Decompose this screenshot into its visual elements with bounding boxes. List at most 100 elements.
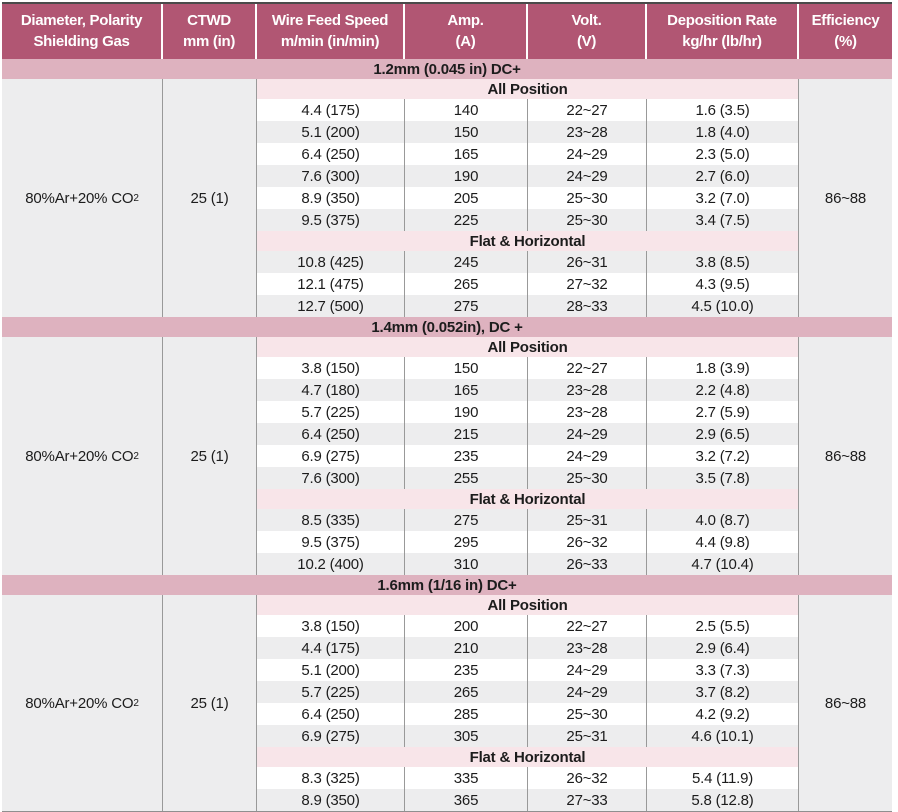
volt-cell: 24~29 (528, 659, 647, 681)
volt-cell: 26~32 (528, 767, 647, 789)
deposition-rate-cell: 3.4 (7.5) (695, 211, 750, 229)
deposition-rate-cell: 1.8 (3.9) (695, 359, 750, 377)
parameters-grid: All Position 4.4 (175) 140 22~27 1.6 (3.5) 5.… (257, 79, 799, 317)
header-cell-5: Volt. (V) (528, 4, 647, 59)
header-cell-1: Diameter, Polarity Shielding Gas (2, 4, 163, 59)
deposition-rate-cell: 2.7 (5.9) (695, 403, 750, 421)
wire-feed-speed-cell: 6.9 (275) (257, 725, 405, 747)
shielding-gas-text: 80%Ar+20% CO (25, 447, 134, 465)
volt-cell: 23~28 (528, 121, 647, 143)
volt-cell: 26~31 (528, 251, 647, 273)
wire-feed-speed-cell: 10.8 (425) (257, 251, 405, 273)
header-line2: m/min (in/min) (280, 32, 380, 50)
header-cell-3: Wire Feed Speed m/min (in/min) (257, 4, 405, 59)
header-line1: Amp. (447, 12, 484, 30)
data-row: 4.4 (175) 140 22~27 1.6 (3.5) (257, 99, 798, 121)
volt-cell: 22~27 (528, 357, 647, 379)
amp-cell: 205 (405, 187, 528, 209)
wire-feed-speed-cell: 3.8 (150) (257, 615, 405, 637)
section-title-band: 1.6mm (1/16 in) DC+ (2, 575, 892, 595)
amp-cell: 200 (405, 615, 528, 637)
data-row: 7.6 (300) 190 24~29 2.7 (6.0) (257, 165, 798, 187)
header-cell-6: Deposition Rate kg/hr (lb/hr) (647, 4, 799, 59)
data-row: 9.5 (375) 295 26~32 4.4 (9.8) (257, 531, 798, 553)
header-line2: Shielding Gas (33, 32, 130, 50)
shielding-gas-cell: 80%Ar+20% CO 2 (2, 595, 163, 811)
header-cell-4: Amp. (A) (405, 4, 528, 59)
volt-cell: 25~31 (528, 725, 647, 747)
data-row: 8.5 (335) 275 25~31 4.0 (8.7) (257, 509, 798, 531)
shielding-gas-text: 80%Ar+20% CO (25, 694, 134, 712)
wire-feed-speed-cell: 4.4 (175) (257, 99, 405, 121)
shielding-gas-text: 80%Ar+20% CO (25, 189, 134, 207)
parameters-grid: All Position 3.8 (150) 200 22~27 2.5 (5.5) 4.… (257, 595, 799, 811)
deposition-rate-cell: 5.4 (11.9) (691, 769, 754, 787)
wire-feed-speed-cell: 9.5 (375) (257, 531, 405, 553)
data-row: 9.5 (375) 225 25~30 3.4 (7.5) (257, 209, 798, 231)
amp-cell: 190 (405, 165, 528, 187)
wire-feed-speed-cell: 3.8 (150) (257, 357, 405, 379)
deposition-rate-cell: 4.7 (10.4) (691, 555, 754, 573)
data-row: 6.4 (250) 165 24~29 2.3 (5.0) (257, 143, 798, 165)
volt-cell: 24~29 (528, 681, 647, 703)
amp-cell: 165 (405, 143, 528, 165)
data-row: 5.7 (225) 265 24~29 3.7 (8.2) (257, 681, 798, 703)
shielding-gas-cell: 80%Ar+20% CO 2 (2, 79, 163, 317)
header-line2: (%) (834, 32, 857, 50)
amp-cell: 255 (405, 467, 528, 489)
wire-feed-speed-cell: 8.5 (335) (257, 509, 405, 531)
amp-cell: 225 (405, 209, 528, 231)
data-row: 8.9 (350) 365 27~33 5.8 (12.8) (257, 789, 798, 811)
deposition-rate-cell: 4.3 (9.5) (695, 275, 750, 293)
position-subheader: Flat & Horizontal (257, 231, 798, 251)
data-row: 6.9 (275) 305 25~31 4.6 (10.1) (257, 725, 798, 747)
section-body-3: 80%Ar+20% CO 2 25 (1) All Position 3.8 (150)… (2, 595, 892, 811)
amp-cell: 190 (405, 401, 528, 423)
volt-cell: 22~27 (528, 615, 647, 637)
shielding-gas-subscript: 2 (133, 192, 139, 204)
wire-feed-speed-cell: 5.7 (225) (257, 401, 405, 423)
volt-cell: 24~29 (528, 445, 647, 467)
volt-cell: 27~32 (528, 273, 647, 295)
volt-cell: 28~33 (528, 295, 647, 317)
amp-cell: 295 (405, 531, 528, 553)
ctwd-cell: 25 (1) (163, 337, 257, 575)
amp-cell: 165 (405, 379, 528, 401)
position-subheader: All Position (257, 337, 798, 357)
deposition-rate-cell: 3.3 (7.3) (695, 661, 750, 679)
volt-cell: 24~29 (528, 165, 647, 187)
deposition-rate-cell: 4.6 (10.1) (691, 727, 754, 745)
amp-cell: 335 (405, 767, 528, 789)
position-subheader: All Position (257, 79, 798, 99)
amp-cell: 140 (405, 99, 528, 121)
data-row: 8.9 (350) 205 25~30 3.2 (7.0) (257, 187, 798, 209)
wire-feed-speed-cell: 8.9 (350) (257, 187, 405, 209)
data-row: 5.1 (200) 150 23~28 1.8 (4.0) (257, 121, 798, 143)
data-row: 4.4 (175) 210 23~28 2.9 (6.4) (257, 637, 798, 659)
volt-cell: 25~30 (528, 187, 647, 209)
amp-cell: 365 (405, 789, 528, 811)
amp-cell: 265 (405, 681, 528, 703)
deposition-rate-cell: 2.9 (6.5) (695, 425, 750, 443)
header-line1: Diameter, Polarity (20, 12, 143, 30)
deposition-rate-cell: 2.7 (6.0) (695, 167, 750, 185)
data-row: 7.6 (300) 255 25~30 3.5 (7.8) (257, 467, 798, 489)
data-row: 12.1 (475) 265 27~32 4.3 (9.5) (257, 273, 798, 295)
volt-cell: 23~28 (528, 401, 647, 423)
header-cell-7: Efficiency (%) (799, 4, 892, 59)
deposition-rate-cell: 2.5 (5.5) (695, 617, 750, 635)
data-row: 12.7 (500) 275 28~33 4.5 (10.0) (257, 295, 798, 317)
section-body-2: 80%Ar+20% CO 2 25 (1) All Position 3.8 (150)… (2, 337, 892, 575)
amp-cell: 275 (405, 295, 528, 317)
wire-feed-speed-cell: 9.5 (375) (257, 209, 405, 231)
position-subheader: Flat & Horizontal (257, 747, 798, 767)
position-subheader: Flat & Horizontal (257, 489, 798, 509)
volt-cell: 25~30 (528, 209, 647, 231)
efficiency-cell: 86~88 (799, 337, 892, 575)
header-line1: Wire Feed Speed (271, 12, 389, 30)
data-row: 8.3 (325) 335 26~32 5.4 (11.9) (257, 767, 798, 789)
amp-cell: 215 (405, 423, 528, 445)
deposition-rate-cell: 1.6 (3.5) (695, 101, 750, 119)
position-subheader: All Position (257, 595, 798, 615)
